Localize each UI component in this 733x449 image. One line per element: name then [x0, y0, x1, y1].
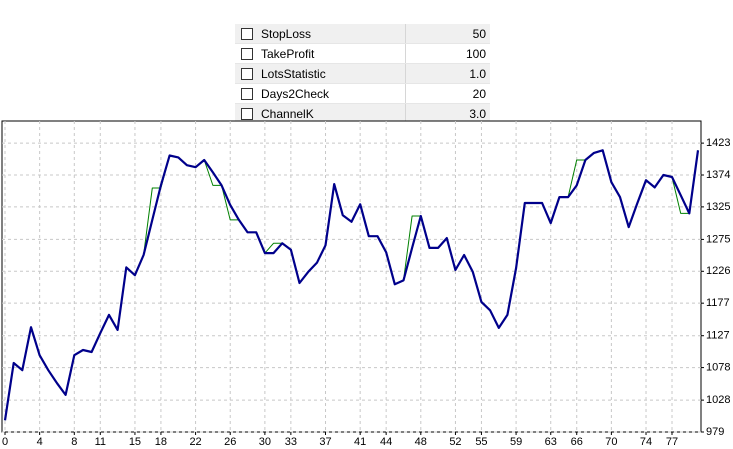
- x-tick-label: 59: [510, 436, 522, 448]
- x-tick-label: 30: [259, 436, 271, 448]
- parameter-name: ChannelK: [261, 106, 314, 121]
- x-tick-label: 52: [449, 436, 461, 448]
- y-tick-label: 979: [706, 426, 724, 438]
- y-tick-label: 1226: [706, 265, 730, 277]
- parameter-value: 20: [405, 83, 490, 104]
- y-tick-label: 1325: [706, 201, 730, 213]
- x-tick-label: 18: [155, 436, 167, 448]
- parameter-name: TakeProfit: [261, 46, 315, 61]
- parameter-row: StopLoss 50: [235, 24, 490, 44]
- parameter-row: Days2Check 20: [235, 83, 490, 104]
- x-tick-label: 11: [95, 436, 106, 448]
- x-tick-label: 44: [380, 436, 392, 448]
- x-tick-label: 70: [605, 436, 617, 448]
- x-tick-label: 37: [319, 436, 331, 448]
- x-tick-label: 26: [224, 436, 236, 448]
- parameter-table: StopLoss 50 TakeProfit 100 LotsStatistic 1.0 D…: [235, 24, 490, 124]
- x-tick-label: 15: [129, 436, 141, 448]
- parameter-row: LotsStatistic 1.0: [235, 63, 490, 84]
- x-tick-label: 0: [2, 436, 8, 448]
- x-tick-label: 55: [475, 436, 487, 448]
- parameter-name-cell: LotsStatistic: [235, 63, 406, 84]
- parameter-value: 1.0: [405, 63, 490, 84]
- parameter-name-cell: ChannelK: [235, 103, 406, 124]
- y-tick-label: 1423: [706, 137, 730, 149]
- checkbox[interactable]: [241, 107, 253, 120]
- x-tick-label: 22: [189, 436, 201, 448]
- x-tick-label: 48: [415, 436, 427, 448]
- x-tick-label: 8: [71, 436, 77, 448]
- y-tick-label: 1275: [706, 233, 730, 245]
- x-tick-label: 74: [640, 436, 652, 448]
- y-tick-label: 1078: [706, 361, 730, 373]
- parameter-name: LotsStatistic: [261, 66, 326, 81]
- parameter-row: TakeProfit 100: [235, 43, 490, 64]
- x-tick-label: 77: [666, 436, 678, 448]
- plot-frame: [1, 120, 702, 433]
- parameter-name: Days2Check: [261, 86, 330, 101]
- y-tick-label: 1374: [706, 169, 730, 181]
- parameter-name-cell: TakeProfit: [235, 43, 406, 64]
- x-tick-label: 66: [571, 436, 583, 448]
- parameter-row: ChannelK 3.0: [235, 103, 490, 124]
- y-tick-label: 1127: [706, 330, 730, 342]
- checkbox[interactable]: [241, 27, 253, 40]
- parameter-value: 50: [405, 24, 490, 44]
- x-tick-label: 4: [37, 436, 43, 448]
- checkbox[interactable]: [241, 67, 253, 80]
- x-tick-label: 33: [285, 436, 297, 448]
- y-tick-label: 1028: [706, 394, 730, 406]
- checkbox[interactable]: [241, 47, 253, 60]
- parameter-name-cell: StopLoss: [235, 24, 406, 44]
- parameter-value: 100: [405, 43, 490, 64]
- y-tick-label: 1177: [706, 297, 730, 309]
- parameter-name-cell: Days2Check: [235, 83, 406, 104]
- checkbox[interactable]: [241, 87, 253, 100]
- parameter-name: StopLoss: [261, 26, 312, 41]
- series-line: [3, 149, 700, 421]
- x-tick-label: 63: [545, 436, 557, 448]
- x-tick-label: 41: [354, 436, 366, 448]
